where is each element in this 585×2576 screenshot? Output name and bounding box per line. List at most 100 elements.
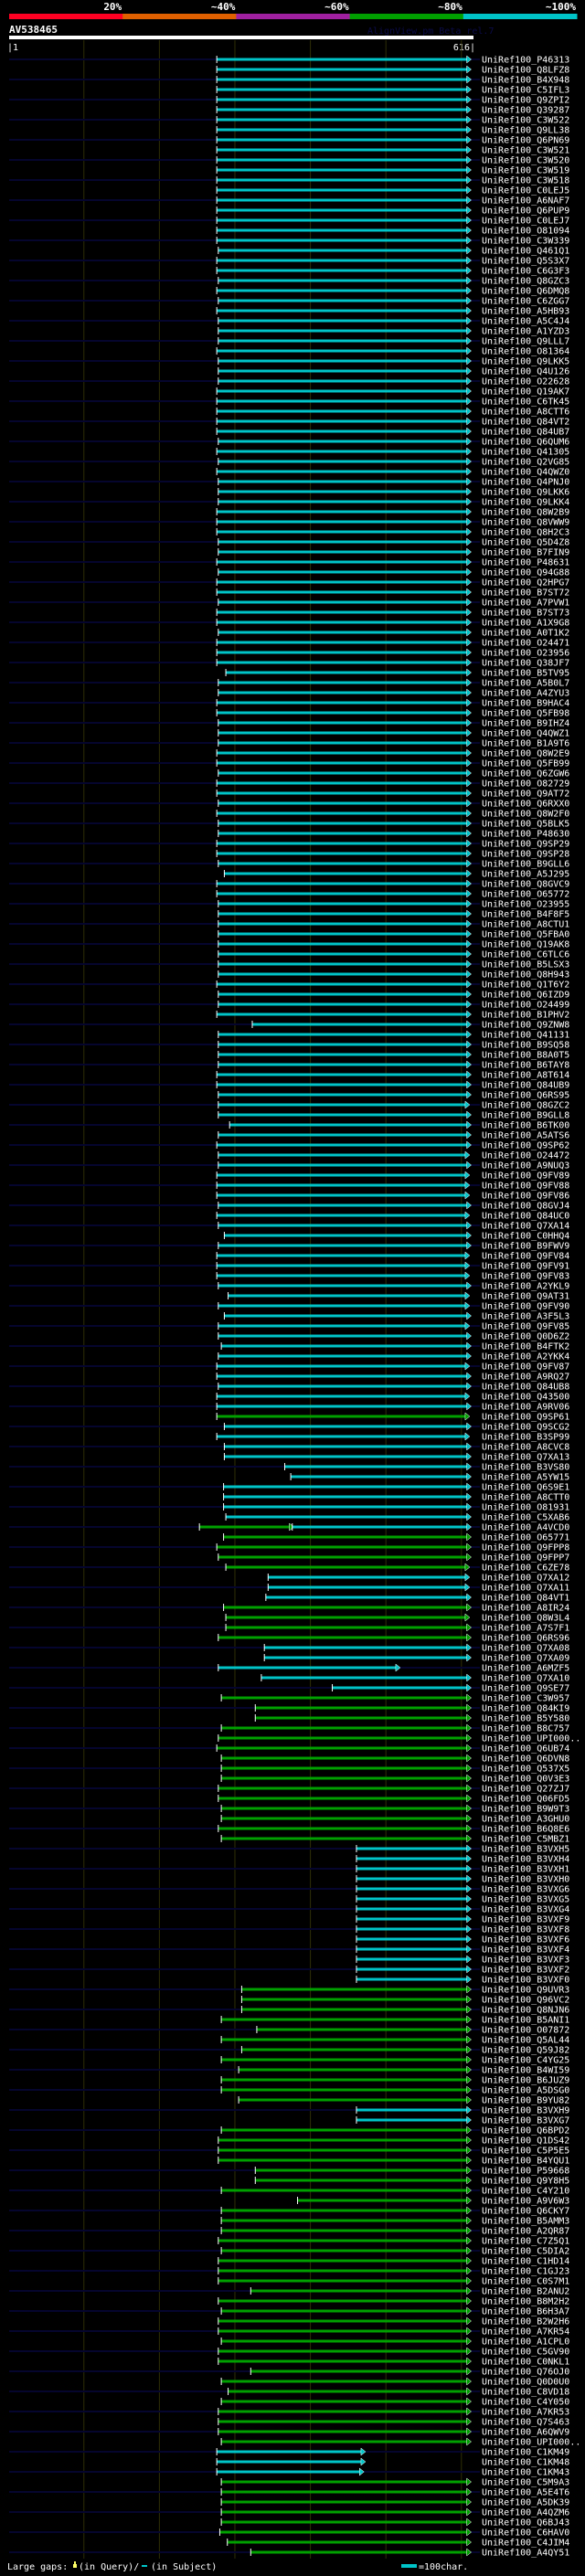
hit-row[interactable]: UniRef100_A2YKK4 (218, 1352, 569, 1362)
hit-label[interactable]: UniRef100_B3VXH9 (482, 2106, 569, 2116)
hsp-bar[interactable] (218, 1304, 465, 1308)
hit-row[interactable]: UniRef100_O81364 (216, 346, 570, 357)
hit-row[interactable]: UniRef100_A5YW15 (290, 1472, 570, 1483)
hit-row[interactable]: UniRef100_Q9ZPI2 (9, 95, 569, 106)
hit-row[interactable]: UniRef100_B5ANI1 (220, 2015, 570, 2026)
hit-row[interactable]: UniRef100_A8CTT0 (223, 1492, 569, 1503)
hsp-bar[interactable] (217, 1274, 465, 1277)
hit-row[interactable]: UniRef100_Q6BJ43 (220, 2518, 570, 2528)
hit-label[interactable]: UniRef100_A2YKK4 (482, 1352, 569, 1362)
hit-row[interactable]: UniRef100_O65771 (223, 1532, 569, 1543)
hsp-bar[interactable] (356, 1877, 467, 1881)
hsp-bar[interactable] (226, 1565, 465, 1569)
hsp-bar[interactable] (255, 2168, 467, 2172)
hsp-bar[interactable] (218, 440, 467, 443)
hit-label[interactable]: UniRef100_O23956 (482, 649, 569, 659)
hit-row[interactable]: UniRef100_C6TK45 (9, 397, 569, 408)
hit-label[interactable]: UniRef100_C6HAV0 (482, 2528, 569, 2539)
hsp-bar[interactable] (255, 1706, 467, 1710)
hit-row[interactable]: UniRef100_A2QR87 (9, 2226, 569, 2237)
hit-row[interactable]: UniRef100_A5ATS6 (218, 1130, 569, 1141)
hsp-bar[interactable] (217, 1264, 465, 1267)
hsp-bar[interactable] (221, 2058, 467, 2062)
hit-label[interactable]: UniRef100_C6ZGG7 (482, 297, 569, 307)
hit-label[interactable]: UniRef100_Q8W2B9 (482, 508, 569, 518)
hit-label[interactable]: UniRef100_B5LSX3 (482, 960, 569, 970)
hit-label[interactable]: UniRef100_Q9FV91 (482, 1262, 569, 1272)
hit-label[interactable]: UniRef100_C1GJ23 (482, 2267, 569, 2277)
hsp-bar[interactable] (218, 822, 467, 825)
hsp-bar[interactable] (221, 1807, 467, 1810)
hit-row[interactable]: UniRef100_A8IR24 (9, 1603, 569, 1614)
hsp-bar[interactable] (224, 1455, 467, 1458)
hsp-bar[interactable] (218, 1354, 467, 1358)
hit-label[interactable]: UniRef100_Q6ZGW6 (482, 769, 569, 779)
hit-row[interactable]: UniRef100_A8T614 (216, 1070, 570, 1081)
hsp-bar[interactable] (217, 178, 467, 182)
hit-row[interactable]: UniRef100_B5AMM3 (220, 2216, 570, 2227)
hsp-bar[interactable] (221, 2128, 467, 2132)
hsp-bar[interactable] (356, 1927, 467, 1931)
hit-row[interactable]: UniRef100_Q5D4Z8 (9, 537, 569, 548)
hit-row[interactable]: UniRef100_Q8GZC2 (9, 1100, 569, 1111)
hsp-bar[interactable] (217, 158, 467, 162)
hit-row[interactable]: UniRef100_Q9FV83 (216, 1271, 570, 1282)
hit-label[interactable]: UniRef100_Q9SP62 (482, 1141, 569, 1151)
hsp-bar[interactable] (217, 58, 467, 61)
hit-label[interactable]: UniRef100_Q9FV87 (482, 1362, 569, 1373)
hit-row[interactable]: UniRef100_A9V6W3 (297, 2196, 569, 2207)
hit-label[interactable]: UniRef100_Q9FV90 (482, 1302, 569, 1312)
hit-label[interactable]: UniRef100_Q84UB9 (482, 1081, 569, 1091)
hit-label[interactable]: UniRef100_Q7XA09 (482, 1654, 569, 1664)
hit-label[interactable]: UniRef100_B6H3A7 (482, 2307, 569, 2317)
hit-label[interactable]: UniRef100_Q537X5 (482, 1765, 569, 1775)
hsp-bar[interactable] (218, 550, 467, 554)
hit-label[interactable]: UniRef100_A8CTT0 (482, 1493, 569, 1503)
hsp-bar[interactable] (217, 198, 467, 202)
hit-row[interactable]: UniRef100_C6ZE78 (9, 1563, 569, 1574)
hit-row[interactable]: UniRef100_Q84UB7 (216, 427, 570, 438)
hsp-bar[interactable] (218, 1002, 467, 1006)
hit-label[interactable]: UniRef100_Q84UC0 (482, 1212, 569, 1222)
hit-row[interactable]: UniRef100_Q9ZNW8 (9, 1020, 569, 1031)
hsp-bar[interactable] (217, 409, 467, 413)
hsp-bar[interactable] (356, 1937, 467, 1941)
hit-row[interactable]: UniRef100_A7S7F1 (9, 1623, 569, 1634)
hit-row[interactable]: UniRef100_Q6DMQ8 (216, 286, 570, 297)
hit-row[interactable]: UniRef100_A5E4T6 (9, 2487, 569, 2498)
hit-label[interactable]: UniRef100_B3VS80 (482, 1463, 569, 1473)
hit-label[interactable]: UniRef100_O24471 (482, 639, 569, 649)
hsp-bar[interactable] (217, 1143, 467, 1147)
hit-row[interactable]: UniRef100_A5C4J4 (9, 316, 569, 327)
hit-label[interactable]: UniRef100_Q8GZC3 (482, 277, 569, 287)
hit-row[interactable]: UniRef100_C5DIA2 (9, 2246, 569, 2257)
hit-label[interactable]: UniRef100_Q76OJ0 (482, 2368, 569, 2378)
hsp-bar[interactable] (217, 259, 467, 262)
hit-label[interactable]: UniRef100_Q2VG85 (482, 458, 569, 468)
hit-row[interactable]: UniRef100_Q84UB9 (9, 1080, 569, 1091)
hsp-bar[interactable] (292, 1525, 467, 1529)
hit-row[interactable]: UniRef100_A5J295 (223, 869, 569, 880)
hit-label[interactable]: UniRef100_Q8NJN6 (482, 2006, 569, 2016)
hit-label[interactable]: UniRef100_A8T614 (482, 1071, 569, 1081)
hit-label[interactable]: UniRef100_Q8H2C3 (482, 528, 569, 538)
hit-label[interactable]: UniRef100_Q7XA14 (482, 1222, 569, 1232)
hit-row[interactable]: UniRef100_C1KM49 (9, 2447, 569, 2458)
hsp-bar[interactable] (241, 1988, 467, 1991)
hsp-bar[interactable] (221, 2380, 467, 2383)
hit-row[interactable]: UniRef100_A1YZD3 (218, 326, 569, 337)
hit-label[interactable]: UniRef100_B3VXF3 (482, 1956, 569, 1966)
hit-label[interactable]: UniRef100_Q7XA12 (482, 1574, 569, 1584)
hsp-bar[interactable] (261, 1676, 467, 1680)
hsp-bar[interactable] (256, 2028, 467, 2031)
hsp-bar[interactable] (218, 681, 467, 684)
hit-row[interactable]: UniRef100_Q5FBA0 (218, 929, 569, 940)
hsp-bar[interactable] (221, 2510, 467, 2514)
hit-row[interactable]: UniRef100_B3VS80 (9, 1462, 569, 1473)
hit-label[interactable]: UniRef100_C1HD14 (482, 2257, 569, 2267)
hsp-bar[interactable] (224, 1314, 467, 1318)
hsp-bar[interactable] (217, 218, 467, 222)
hit-label[interactable]: UniRef100_O07872 (482, 2026, 569, 2036)
hit-label[interactable]: UniRef100_Q4U126 (482, 367, 569, 377)
hit-label[interactable]: UniRef100_B9GLL8 (482, 1111, 569, 1121)
